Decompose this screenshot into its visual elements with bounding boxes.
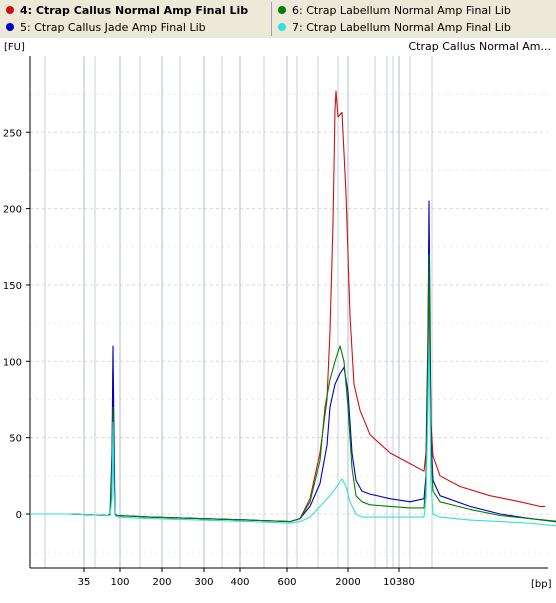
axes: 0 50 100 150 200 250 35 100 200 300 400 600 2000 1038… (3, 56, 548, 588)
x-axis-label: [bp] (531, 579, 552, 590)
legend-dot-icon (278, 6, 286, 14)
y-axis-label: [FU] (4, 42, 25, 53)
legend-divider (271, 2, 272, 36)
chart-title: Ctrap Callus Normal Am... (409, 40, 552, 53)
x-tick-label: 2000 (335, 577, 360, 588)
chart-svg: 0 50 100 150 200 250 35 100 200 300 400 600 2000 1038… (3, 40, 556, 590)
legend-label: 6: Ctrap Labellum Normal Amp Final Lib (292, 3, 511, 17)
legend: 4: Ctrap Callus Normal Amp Final Lib 5: … (0, 0, 556, 38)
y-tick-label: 100 (3, 357, 22, 368)
series-line-6 (30, 253, 556, 523)
legend-label: 4: Ctrap Callus Normal Amp Final Lib (20, 3, 249, 17)
x-tick-label: 600 (277, 577, 296, 588)
legend-dot-icon (6, 23, 14, 31)
y-tick-label: 200 (3, 205, 22, 216)
x-tick-label: 300 (194, 577, 213, 588)
legend-item-5[interactable]: 5: Ctrap Callus Jade Amp Final Lib (6, 19, 206, 35)
legend-item-6[interactable]: 6: Ctrap Labellum Normal Amp Final Lib (278, 2, 511, 18)
x-tick-label: 400 (230, 577, 249, 588)
legend-label: 5: Ctrap Callus Jade Amp Final Lib (20, 20, 206, 34)
y-tick-label: 250 (3, 128, 22, 139)
legend-item-7[interactable]: 7: Ctrap Labellum Normal Amp Final Lib (278, 19, 511, 35)
legend-label: 7: Ctrap Labellum Normal Amp Final Lib (292, 20, 511, 34)
x-tick-label: 10380 (383, 577, 415, 588)
y-tick-label: 50 (9, 434, 22, 445)
legend-dot-icon (6, 6, 14, 14)
x-tick-label: 200 (152, 577, 171, 588)
y-tick-label: 150 (3, 281, 22, 292)
legend-dot-icon (278, 23, 286, 31)
x-tick-label: 35 (78, 577, 91, 588)
y-tick-label: 0 (16, 510, 22, 521)
electropherogram-plot[interactable]: 0 50 100 150 200 250 35 100 200 300 400 600 2000 1038… (0, 38, 556, 603)
legend-item-4[interactable]: 4: Ctrap Callus Normal Amp Final Lib (6, 2, 248, 18)
grid (30, 56, 548, 568)
series-line-7 (30, 345, 556, 527)
x-tick-label: 100 (110, 577, 129, 588)
series-layer (30, 90, 556, 527)
